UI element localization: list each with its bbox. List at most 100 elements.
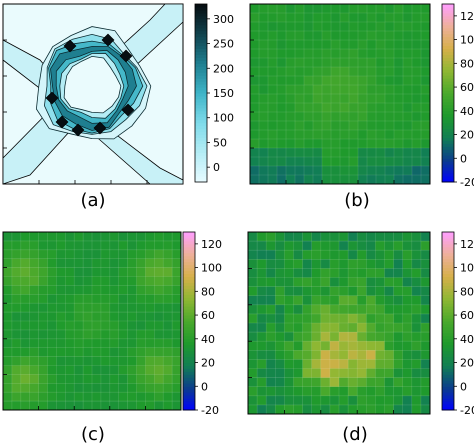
colorbar-tick-label: 80 [460,285,474,298]
heatmap-cell [402,341,413,351]
heatmap-cell [329,268,340,278]
heatmap-cell [92,258,102,268]
heatmap-cell [348,386,358,397]
heatmap-cell [136,258,146,268]
heatmap-cell [293,395,303,406]
heatmap-cell [65,401,75,411]
panel-d-label: (d) [342,424,367,445]
heatmap-cell [257,341,267,351]
heatmap-cell [38,329,48,340]
heatmap-cell [366,304,376,315]
heatmap-cell [286,94,296,104]
heatmap-cell [340,121,350,131]
heatmap-cell [384,268,394,278]
panel-a-axis-ticks [3,39,148,184]
heatmap-cell [376,76,386,86]
colorbar-segment [183,294,195,298]
heatmap-cell [268,112,278,122]
heatmap-cell [118,374,128,384]
colorbar-segment [183,371,195,375]
heatmap-cell [20,392,30,402]
heatmap-cell [293,332,303,342]
heatmap-cell [313,112,323,122]
heatmap-cell [284,250,294,260]
heatmap-cell [313,130,323,140]
heatmap-cell [349,31,359,41]
heatmap-cell [136,312,146,322]
heatmap-cell [331,103,341,113]
heatmap-cell [313,13,323,23]
heatmap-cell [302,313,312,324]
heatmap-cell [403,157,413,167]
heatmap-cell [420,377,431,387]
colorbar-segment [183,356,195,361]
heatmap-cell [277,85,287,95]
heatmap-cell [277,67,287,77]
heatmap-cell [268,148,278,158]
heatmap-cell [376,31,386,41]
heatmap-cell [47,294,57,304]
heatmap-cell [74,312,84,322]
heatmap-cell [74,285,84,295]
heatmap-cell [293,259,303,269]
heatmap-cell [74,276,84,286]
heatmap-cell [295,49,305,59]
heatmap-cell [275,304,285,315]
heatmap-cell [268,94,278,104]
colorbar-segment [195,75,207,79]
heatmap-cell [92,294,102,304]
heatmap-cell [259,31,269,41]
heatmap-cell [411,350,422,360]
heatmap-cell [266,323,276,333]
heatmap-cell [266,259,276,269]
heatmap-cell [154,285,164,295]
colorbar-segment [195,95,207,100]
heatmap-cell [127,347,137,357]
heatmap-cell [3,374,13,384]
heatmap-cell [302,277,312,287]
heatmap-cell [259,76,269,86]
heatmap-cell [311,386,322,397]
heatmap-cell [47,338,57,348]
heatmap-cell [259,40,269,50]
colorbar-segment [442,338,454,343]
heatmap-cell [385,166,395,176]
heatmap-cell [47,285,57,295]
colorbar-segment [195,137,207,141]
heatmap-cell [275,259,285,269]
heatmap-cell [11,240,22,251]
heatmap-cell [302,286,312,296]
heatmap-cell [20,329,30,340]
panel-c-label: (c) [81,424,105,445]
heatmap-cell [403,121,413,131]
heatmap-cell [268,40,278,50]
heatmap-cell [320,377,331,387]
heatmap-cell [322,67,332,77]
heatmap-cell [376,85,386,95]
heatmap-cell [11,321,22,331]
heatmap-cell [11,267,22,277]
colorbar-segment [195,57,207,61]
heatmap-cell [302,250,312,260]
heatmap-cell [268,175,278,185]
plot-frame [2,231,182,411]
heatmap-cell [349,49,359,59]
colorbar-segment [442,359,454,364]
heatmap-cell [358,4,368,14]
heatmap-cell [47,321,57,331]
heatmap-cell [38,294,48,304]
colorbar-segment [183,243,195,248]
heatmap-cell [163,347,173,357]
heatmap-cell [329,350,340,360]
heatmap-cell [412,49,422,59]
heatmap-cell [109,267,119,277]
heatmap-cell [38,347,48,357]
colorbar-segment [442,107,454,112]
heatmap-cell [293,368,303,378]
heatmap-cell [348,250,358,260]
heatmap-cell [340,85,350,95]
heatmap-cell [412,130,422,140]
colorbar-segment [183,377,195,381]
colorbar-segment [195,15,207,20]
heatmap-cell [384,250,394,260]
